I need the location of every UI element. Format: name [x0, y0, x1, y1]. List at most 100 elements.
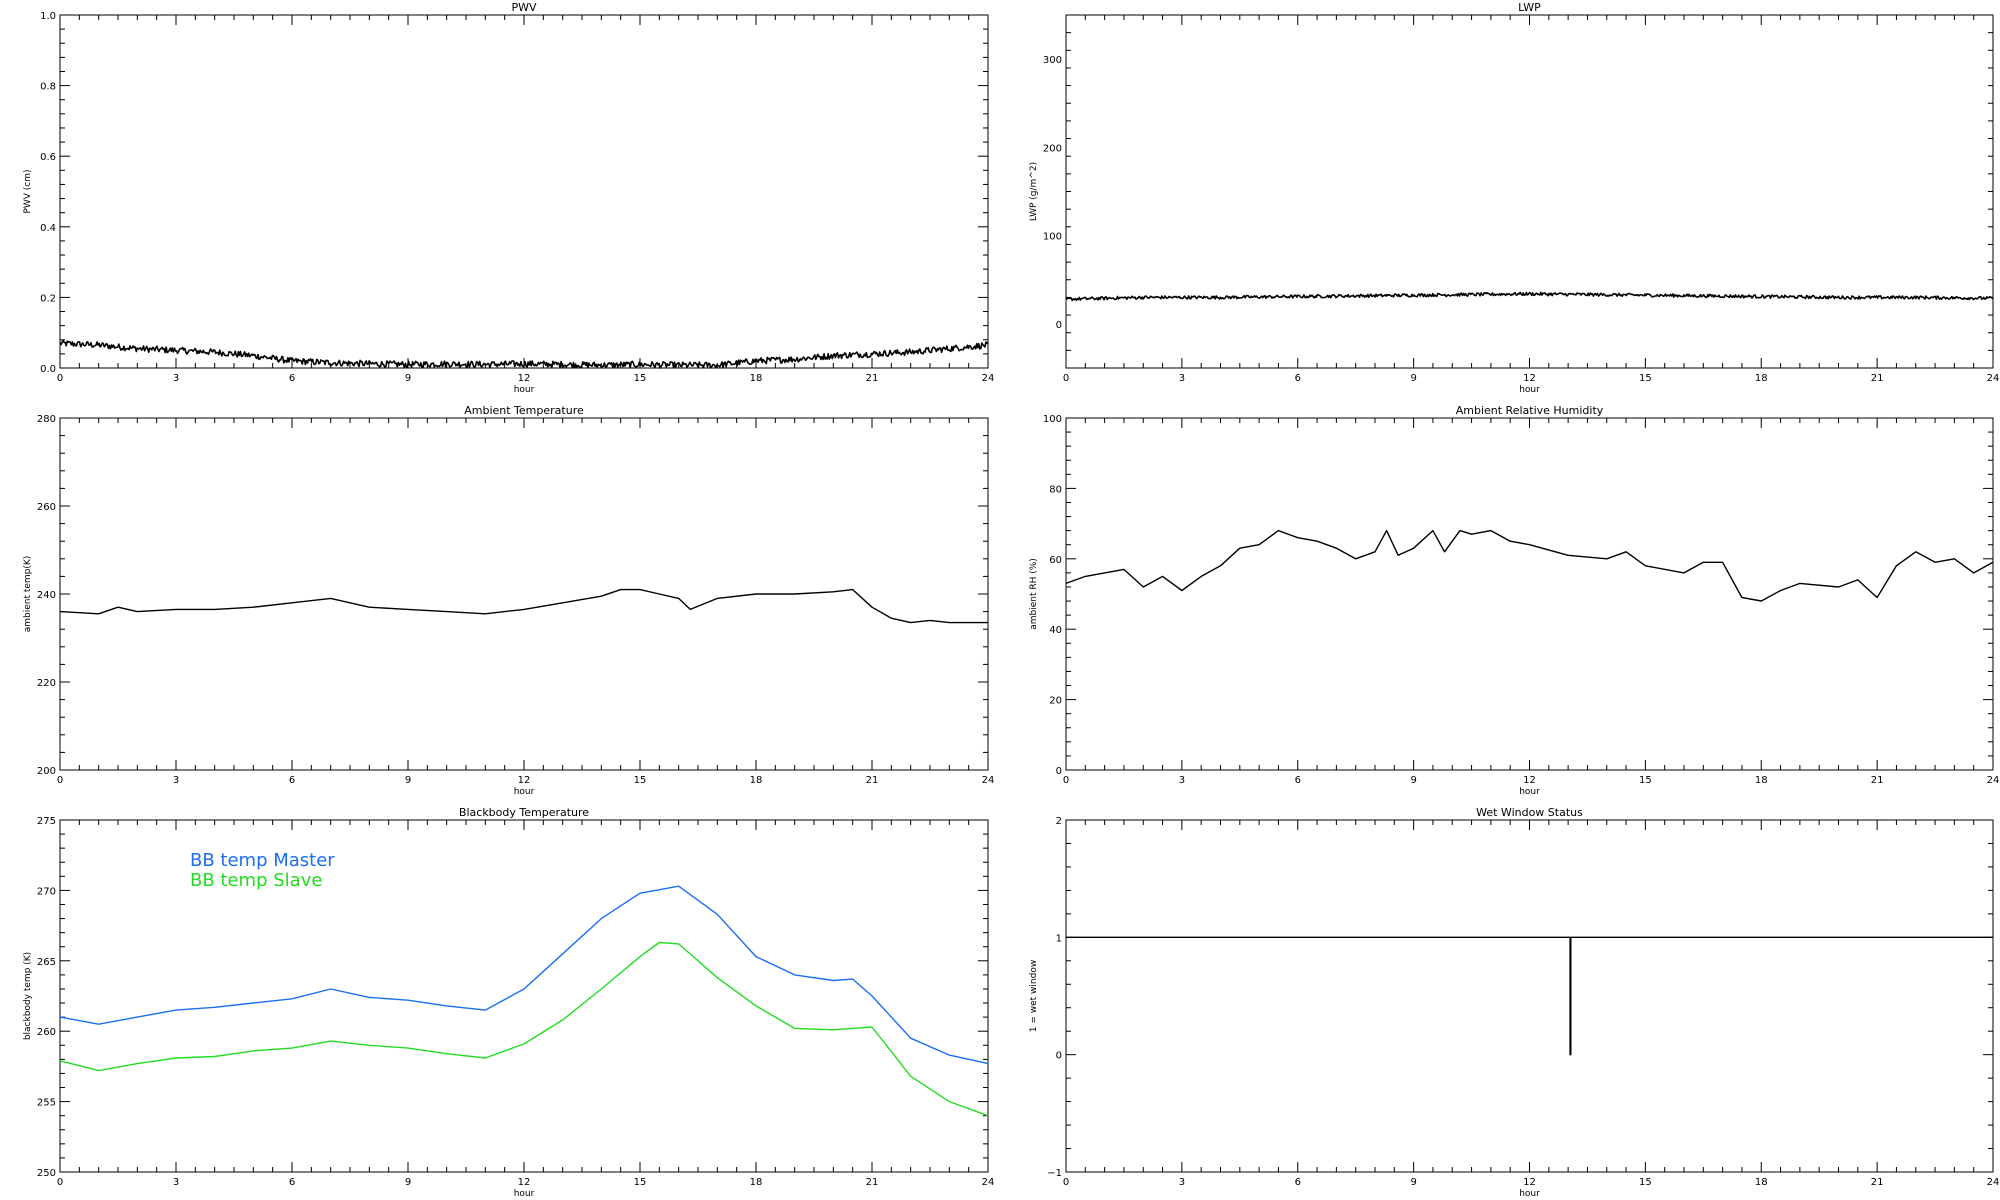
y-tick-label: 250: [37, 1168, 56, 1179]
x-tick-label: 15: [634, 373, 647, 384]
panel-title: Blackbody Temperature: [459, 806, 589, 819]
panel-blackbody-temp: Blackbody Temperature 0 3 6 9 12 15 18 21 24 hour 2…: [23, 806, 994, 1199]
x-tick-label: 9: [405, 1177, 411, 1188]
x-tick-label: 15: [1639, 373, 1652, 384]
series-line-bb-temp-slave: [59, 941, 989, 1117]
legend-entry: BB temp Slave: [190, 870, 322, 891]
x-tick-label: 24: [982, 775, 995, 786]
x-tick-label: 3: [173, 775, 179, 786]
x-axis-label: hour: [514, 385, 535, 395]
panel-title: Ambient Temperature: [464, 404, 584, 417]
x-tick-label: 9: [405, 775, 411, 786]
x-tick-label: 0: [57, 1177, 63, 1188]
x-tick-label: 18: [750, 775, 763, 786]
x-tick-label: 24: [1987, 1177, 2000, 1188]
x-tick-label: 15: [1639, 775, 1652, 786]
y-tick-label: 20: [1049, 696, 1062, 707]
y-tick-label: 1: [1056, 933, 1062, 944]
y-tick-label: 2: [1056, 816, 1062, 827]
x-tick-label: 12: [1523, 775, 1536, 786]
y-tick-label: 220: [37, 678, 56, 689]
x-tick-label: 0: [1063, 1177, 1069, 1188]
x-tick-label: 18: [1755, 775, 1768, 786]
y-tick-label: 0.2: [40, 293, 56, 304]
x-tick-label: 6: [1295, 775, 1301, 786]
x-tick-label: 3: [173, 373, 179, 384]
x-axis-label: hour: [1519, 1189, 1540, 1199]
x-tick-label: 21: [866, 373, 879, 384]
x-tick-label: 12: [1523, 1177, 1536, 1188]
panel-title: LWP: [1518, 1, 1541, 14]
x-tick-label: 12: [518, 373, 531, 384]
series-line-lwp: [1065, 291, 1994, 302]
series-line-bb-temp-master: [59, 885, 989, 1065]
x-tick-label: 0: [57, 373, 63, 384]
x-axis-label: hour: [1519, 385, 1540, 395]
y-tick-label: 270: [37, 886, 56, 897]
x-tick-label: 0: [1063, 775, 1069, 786]
y-tick-label: 0: [1056, 1051, 1062, 1062]
x-tick-label: 18: [750, 1177, 763, 1188]
panel-pwv: PWV 0 3 6 9 12 15 18 21 24 hour 0.0 0.2 0.4 0.6 0.8 1.0 P…: [23, 1, 994, 395]
y-tick-label: 200: [1043, 143, 1062, 154]
series-line-pwv: [59, 339, 989, 369]
y-axis-label: 1 = wet window: [1029, 960, 1039, 1032]
x-tick-label: 12: [518, 1177, 531, 1188]
legend-entry: BB temp Master: [190, 850, 335, 871]
y-tick-label: 200: [37, 766, 56, 777]
x-tick-label: 21: [1871, 775, 1884, 786]
panel-title: Wet Window Status: [1476, 806, 1583, 819]
x-tick-label: 6: [1295, 1177, 1301, 1188]
y-tick-label: 60: [1049, 555, 1062, 566]
y-axis-label: LWP (g/m^2): [1029, 162, 1039, 221]
x-tick-label: 24: [1987, 373, 2000, 384]
x-tick-label: 21: [1871, 1177, 1884, 1188]
y-tick-label: 100: [1043, 414, 1062, 425]
x-tick-label: 24: [1987, 775, 2000, 786]
panel-ambient-rh: Ambient Relative Humidity 0 3 6 9 12 15 18 21 24 h…: [1029, 404, 1999, 797]
y-tick-label: 260: [37, 502, 56, 513]
x-tick-label: 18: [1755, 373, 1768, 384]
x-tick-label: 12: [1523, 373, 1536, 384]
y-tick-label: 0: [1056, 766, 1062, 777]
x-tick-label: 9: [405, 373, 411, 384]
plot-frame: [1065, 417, 1994, 771]
x-tick-label: 3: [1179, 1177, 1185, 1188]
panel-ambient-temp: Ambient Temperature 0 3 6 9 12 15 18 21 24 hour 200…: [23, 404, 994, 797]
x-tick-label: 15: [1639, 1177, 1652, 1188]
x-tick-label: 3: [173, 1177, 179, 1188]
x-tick-label: 3: [1179, 373, 1185, 384]
x-tick-label: 24: [982, 373, 995, 384]
x-tick-label: 9: [1410, 1177, 1416, 1188]
y-tick-label: 260: [37, 1027, 56, 1038]
y-tick-label: 1.0: [40, 11, 56, 22]
series-line-ambient-rh: [1065, 529, 1994, 602]
plot-frame: [1065, 819, 1994, 1173]
x-axis-label: hour: [514, 1189, 535, 1199]
x-axis-label: hour: [1519, 787, 1540, 797]
x-tick-label: 21: [1871, 373, 1884, 384]
plot-frame: [1065, 14, 1994, 369]
y-axis-label: PWV (cm): [23, 169, 33, 213]
x-tick-label: 6: [289, 1177, 295, 1188]
x-tick-label: 9: [1410, 373, 1416, 384]
x-tick-label: 18: [750, 373, 763, 384]
y-axis-label: ambient temp(K): [23, 556, 33, 633]
x-tick-label: 18: [1755, 1177, 1768, 1188]
y-tick-label: 0.0: [40, 364, 56, 375]
y-tick-label: 0.6: [40, 152, 56, 163]
plot-frame: [59, 417, 989, 771]
y-tick-label: 280: [37, 414, 56, 425]
y-tick-label: 40: [1049, 625, 1062, 636]
x-tick-label: 6: [289, 373, 295, 384]
y-tick-label: 100: [1043, 232, 1062, 243]
series-line-wet-window: [1066, 936, 1993, 1056]
x-tick-label: 15: [634, 1177, 647, 1188]
x-tick-label: 6: [289, 775, 295, 786]
x-tick-label: 21: [866, 1177, 879, 1188]
x-tick-label: 21: [866, 775, 879, 786]
x-tick-label: 24: [982, 1177, 995, 1188]
x-tick-label: 6: [1295, 373, 1301, 384]
